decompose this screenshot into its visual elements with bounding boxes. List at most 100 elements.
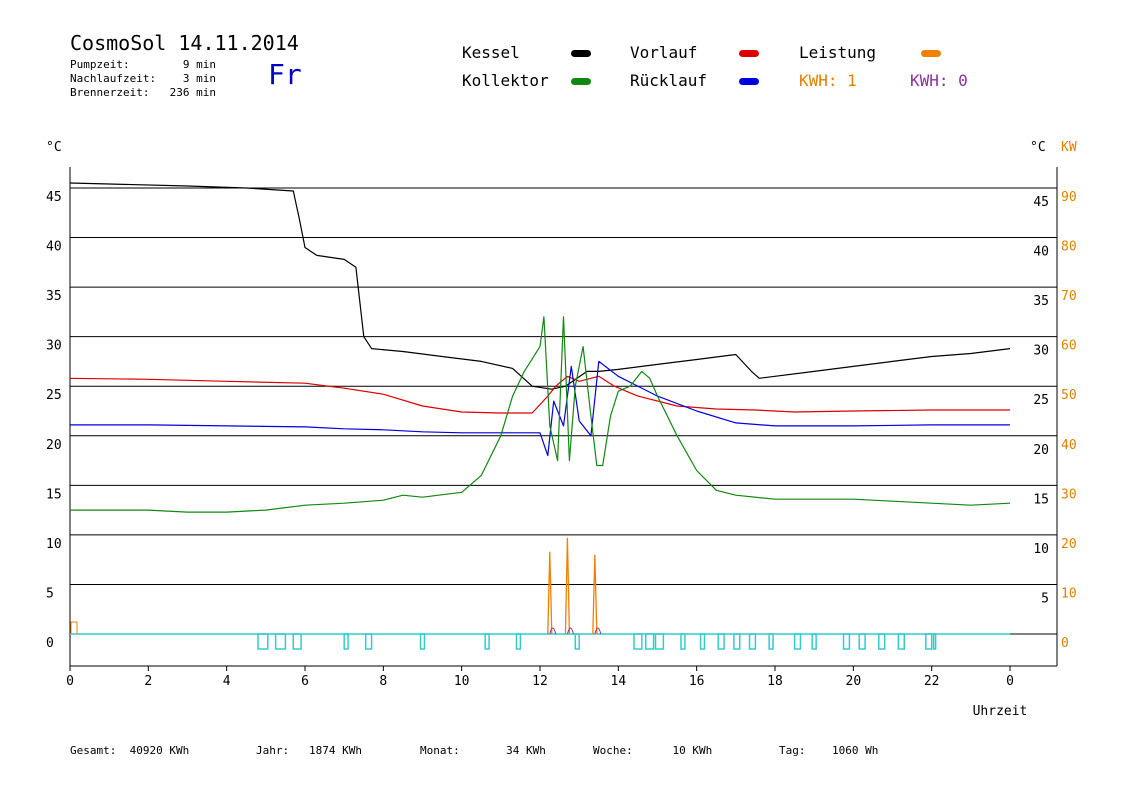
- x-axis-title: Uhrzeit: [973, 704, 1028, 719]
- legend-vorlauf-label: Vorlauf: [630, 43, 698, 62]
- stat-label: Nachlaufzeit:: [70, 72, 157, 85]
- pump-pulse: [343, 633, 349, 650]
- footer-label: Monat:: [420, 744, 460, 757]
- y-tick-label-right: 30: [1033, 344, 1049, 359]
- y-tick-label-kw: 60: [1061, 339, 1077, 354]
- footer-label: Jahr:: [256, 744, 290, 757]
- footer-value: 10 KWh: [672, 744, 713, 757]
- y-axis-title-left: °C: [46, 140, 62, 155]
- pump-pulse: [574, 633, 580, 650]
- chart-title: CosmoSol 14.11.2014: [70, 31, 299, 55]
- y-tick-label-right: 40: [1033, 245, 1049, 260]
- y-tick-label-right: 10: [1033, 542, 1049, 557]
- pump-pulse: [925, 633, 933, 650]
- leistung-start-mark: [70, 621, 78, 634]
- x-tick-label: 14: [611, 674, 627, 689]
- x-tick-label: 22: [924, 674, 940, 689]
- y-tick-label-right: 5: [1041, 591, 1049, 606]
- y-tick-label-kw: 90: [1061, 190, 1077, 205]
- pump-pulse: [274, 633, 287, 650]
- pump-pulse: [717, 633, 725, 650]
- pump-pulse: [654, 633, 665, 650]
- y-tick-label-kw: 20: [1061, 537, 1077, 552]
- y-axis-title-kw: KW: [1061, 140, 1077, 155]
- footer-woche: Woche: 10 KWh: [593, 744, 712, 757]
- legend-ruecklauf-swatch: [739, 78, 759, 85]
- series-line-vorlauf: [69, 375, 1010, 414]
- pump-pulse: [680, 633, 686, 650]
- y-tick-label-left: 15: [46, 487, 62, 502]
- series-line-kessel: [69, 182, 1011, 390]
- x-tick-label: 10: [454, 674, 470, 689]
- legend-leistung-label: Leistung: [799, 43, 877, 62]
- legend-kollektor-label: Kollektor: [462, 71, 549, 90]
- stat-value: 9 min: [182, 58, 216, 71]
- legend-kessel-swatch: [571, 50, 591, 57]
- legend-kollektor-swatch: [571, 78, 591, 85]
- stat-value: 3 min: [182, 72, 216, 85]
- y-tick-label-kw: 0: [1061, 636, 1069, 651]
- footer-label: Woche:: [593, 744, 633, 757]
- footer-monat: Monat: 34 KWh: [420, 744, 546, 757]
- footer-gesamt: Gesamt: 40920 KWh: [70, 744, 189, 757]
- legend-kessel-label: Kessel: [462, 43, 520, 62]
- y-tick-label-kw: 70: [1061, 289, 1077, 304]
- pump-pulse: [292, 633, 302, 650]
- x-tick-label: 0: [66, 674, 74, 689]
- footer-value: 40920 KWh: [129, 744, 190, 757]
- leistung-peak: [592, 554, 598, 635]
- footer-value: 34 KWh: [506, 744, 546, 757]
- series-line-ruecklauf: [70, 360, 1010, 457]
- y-tick-label-left: 45: [46, 190, 62, 205]
- footer-label: Tag:: [779, 744, 806, 757]
- y-tick-label-kw: 50: [1061, 388, 1077, 403]
- stat-row: Brennerzeit: 236 min: [70, 86, 216, 100]
- legend-leistung-swatch: [921, 50, 941, 57]
- footer-jahr: Jahr: 1874 KWh: [256, 744, 362, 757]
- y-tick-label-kw: 80: [1061, 240, 1077, 255]
- pump-pulse: [858, 633, 866, 650]
- x-tick-label: 20: [846, 674, 862, 689]
- legend-ruecklauf-label: Rücklauf: [630, 71, 708, 90]
- y-tick-label-left: 20: [46, 438, 62, 453]
- pump-pulse: [633, 633, 643, 650]
- kwh-0-label: KWH: 0: [910, 71, 968, 90]
- stats-block: Pumpzeit: 9 min Nachlaufzeit: 3 min Brenne…: [70, 58, 216, 100]
- y-tick-label-kw: 30: [1061, 487, 1077, 502]
- y-tick-label-left: 0: [46, 636, 54, 651]
- pump-pulse: [878, 633, 886, 650]
- x-tick-label: 8: [379, 674, 387, 689]
- footer-tag: Tag: 1060 Wh: [779, 744, 878, 757]
- leistung-peak: [564, 537, 571, 635]
- y-tick-label-right: 25: [1033, 393, 1049, 408]
- stat-row: Nachlaufzeit: 3 min: [70, 72, 216, 86]
- pump-pulse: [768, 633, 774, 650]
- y-axis-title-right: °C: [1030, 140, 1046, 155]
- y-tick-label-right: 35: [1033, 294, 1049, 309]
- leistung-peak: [547, 551, 553, 635]
- pump-pulse: [793, 633, 802, 650]
- y-tick-label-right: 15: [1033, 492, 1049, 507]
- weekday-label: Fr: [268, 58, 302, 91]
- pump-pulse: [257, 633, 269, 650]
- pump-pulse: [842, 633, 851, 650]
- stat-value: 236 min: [169, 86, 216, 99]
- x-tick-label: 0: [1006, 674, 1014, 689]
- pump-pulse: [515, 633, 522, 650]
- stat-label: Brennerzeit:: [70, 86, 150, 99]
- pump-pulse: [897, 633, 905, 650]
- y-tick-label-right: 45: [1033, 195, 1049, 210]
- stat-label: Pumpzeit:: [70, 58, 130, 71]
- pump-pulse: [364, 633, 373, 650]
- kwh-peak: [549, 627, 557, 635]
- y-tick-label-kw: 10: [1061, 586, 1077, 601]
- footer-value: 1060 Wh: [832, 744, 879, 757]
- x-tick-label: 18: [767, 674, 783, 689]
- x-tick-label: 12: [532, 674, 548, 689]
- pump-pulse: [932, 633, 937, 650]
- kwh-peak: [566, 627, 574, 635]
- y-tick-label-left: 5: [46, 586, 54, 601]
- footer-value: 1874 KWh: [309, 744, 362, 757]
- y-tick-label-right: 20: [1033, 443, 1049, 458]
